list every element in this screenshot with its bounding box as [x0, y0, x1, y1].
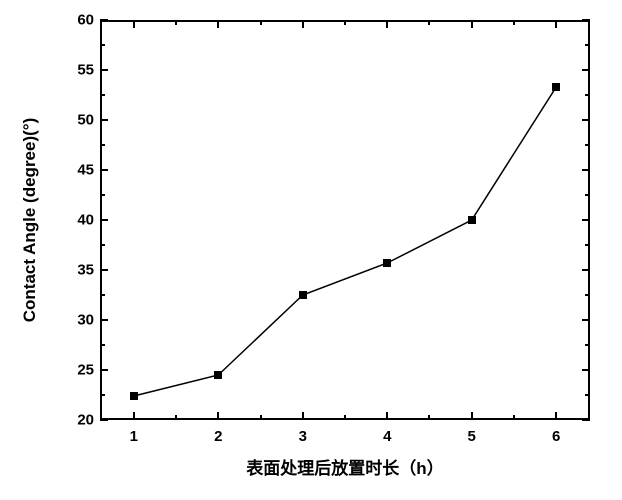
y-tick-minor [100, 294, 105, 296]
y-tick [582, 369, 590, 371]
y-tick [100, 69, 108, 71]
x-tick-label: 6 [552, 428, 560, 445]
y-tick-minor [585, 244, 590, 246]
y-tick-label: 60 [64, 12, 94, 29]
data-marker [130, 392, 138, 400]
y-tick-minor [100, 394, 105, 396]
x-tick [555, 412, 557, 420]
y-tick-label: 40 [64, 212, 94, 229]
x-tick-minor [344, 20, 346, 25]
y-tick-label: 45 [64, 162, 94, 179]
y-tick [100, 19, 108, 21]
x-tick-minor [513, 20, 515, 25]
x-tick-label: 4 [383, 428, 391, 445]
y-tick [100, 369, 108, 371]
data-marker [383, 259, 391, 267]
data-marker [214, 371, 222, 379]
y-tick-minor [585, 394, 590, 396]
x-tick [217, 20, 219, 28]
y-tick [100, 219, 108, 221]
y-tick-label: 50 [64, 112, 94, 129]
x-tick-label: 1 [130, 428, 138, 445]
y-tick [100, 269, 108, 271]
x-tick [133, 412, 135, 420]
y-tick-minor [585, 44, 590, 46]
x-tick [133, 20, 135, 28]
y-tick [582, 269, 590, 271]
y-tick-minor [100, 244, 105, 246]
y-tick [582, 219, 590, 221]
y-tick [582, 419, 590, 421]
y-tick-label: 20 [64, 412, 94, 429]
x-tick [471, 20, 473, 28]
data-marker [552, 83, 560, 91]
y-tick-minor [585, 144, 590, 146]
y-tick-label: 35 [64, 262, 94, 279]
y-tick-minor [585, 94, 590, 96]
y-tick-label: 30 [64, 312, 94, 329]
chart-container: Contact Angle (degree)(°) 表面处理后放置时长（h） 1… [0, 0, 622, 500]
x-tick-minor [344, 415, 346, 420]
x-tick-minor [175, 20, 177, 25]
y-tick-label: 25 [64, 362, 94, 379]
y-tick-minor [100, 344, 105, 346]
x-tick [386, 20, 388, 28]
x-tick [386, 412, 388, 420]
y-tick [582, 119, 590, 121]
x-tick [471, 412, 473, 420]
y-tick [100, 169, 108, 171]
x-tick-minor [260, 415, 262, 420]
x-tick-minor [175, 415, 177, 420]
x-tick-minor [513, 415, 515, 420]
x-tick-label: 2 [214, 428, 222, 445]
y-tick [582, 319, 590, 321]
y-tick-minor [585, 194, 590, 196]
y-axis-label: Contact Angle (degree)(°) [20, 118, 40, 323]
y-tick-minor [100, 94, 105, 96]
y-tick-minor [100, 194, 105, 196]
y-tick [100, 119, 108, 121]
x-tick-minor [428, 20, 430, 25]
data-marker [299, 291, 307, 299]
x-tick-label: 5 [468, 428, 476, 445]
x-tick [302, 20, 304, 28]
x-tick [302, 412, 304, 420]
y-tick-minor [585, 344, 590, 346]
x-tick [217, 412, 219, 420]
x-tick-label: 3 [299, 428, 307, 445]
y-tick-label: 55 [64, 62, 94, 79]
x-axis-label: 表面处理后放置时长（h） [246, 454, 443, 479]
y-tick [582, 69, 590, 71]
y-tick-minor [585, 294, 590, 296]
data-marker [468, 216, 476, 224]
y-tick [582, 19, 590, 21]
y-tick [100, 319, 108, 321]
x-tick-minor [428, 415, 430, 420]
y-tick [582, 169, 590, 171]
y-tick-minor [100, 144, 105, 146]
x-tick-minor [260, 20, 262, 25]
y-tick [100, 419, 108, 421]
y-tick-minor [100, 44, 105, 46]
x-tick [555, 20, 557, 28]
